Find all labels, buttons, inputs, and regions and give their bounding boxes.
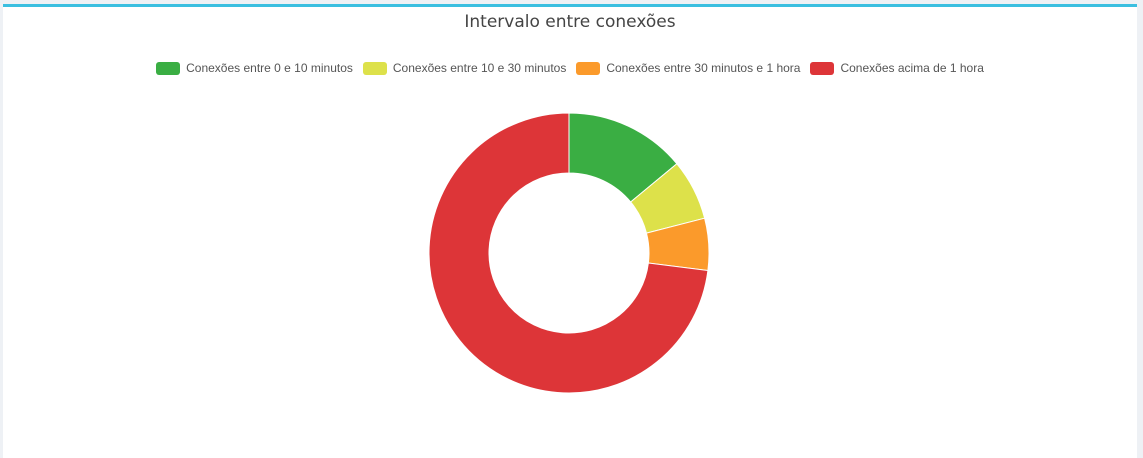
legend-item-30min-1h[interactable]: Conexões entre 30 minutos e 1 hora xyxy=(576,61,800,75)
legend-label: Conexões acima de 1 hora xyxy=(840,61,984,75)
legend-swatch xyxy=(156,61,181,75)
legend-label: Conexões entre 10 e 30 minutos xyxy=(392,61,567,75)
chart-card: Intervalo entre conexões Conexões entre … xyxy=(3,4,1137,458)
chart-legend: Conexões entre 0 e 10 minutos Conexões e… xyxy=(3,61,1137,75)
legend-item-10-30-min[interactable]: Conexões entre 10 e 30 minutos xyxy=(362,61,567,75)
legend-swatch xyxy=(576,61,601,75)
donut-slice-above-1h[interactable] xyxy=(428,112,709,394)
legend-swatch xyxy=(810,61,835,75)
legend-label: Conexões entre 0 e 10 minutos xyxy=(186,61,353,75)
chart-title: Intervalo entre conexões xyxy=(464,12,676,32)
legend-item-0-10-min[interactable]: Conexões entre 0 e 10 minutos xyxy=(156,61,353,75)
legend-item-above-1h[interactable]: Conexões acima de 1 hora xyxy=(810,61,984,75)
donut-chart xyxy=(428,112,710,394)
legend-label: Conexões entre 30 minutos e 1 hora xyxy=(606,61,801,75)
legend-swatch xyxy=(362,61,387,75)
